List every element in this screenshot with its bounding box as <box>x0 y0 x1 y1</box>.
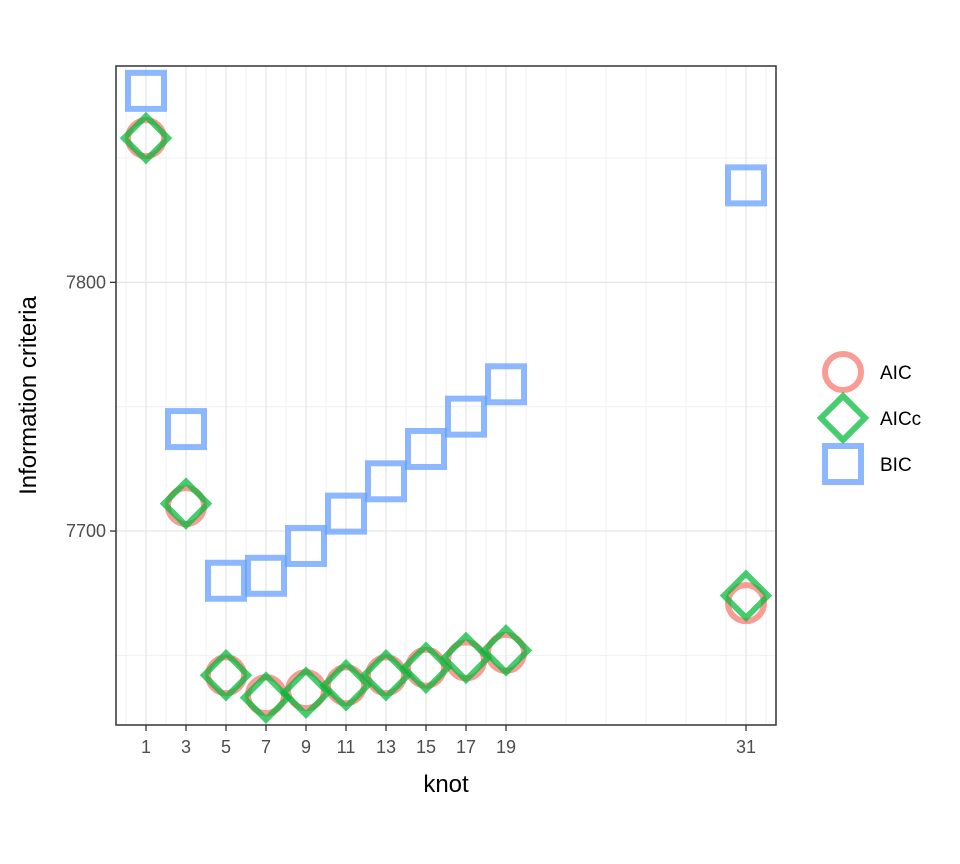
panel-border <box>115 65 777 726</box>
x-tick-label: 7 <box>261 737 271 757</box>
x-tick-label: 13 <box>376 737 396 757</box>
y-axis-title: Information criteria <box>15 295 42 494</box>
series-aicc <box>119 111 773 724</box>
x-tick-label: 5 <box>221 737 231 757</box>
bic-point <box>405 427 447 470</box>
y-tick-label: 7800 <box>66 272 106 292</box>
aicc-point <box>199 649 253 702</box>
legend-label: BIC <box>880 455 912 476</box>
x-tick-label: 31 <box>736 737 756 757</box>
x-tick-label: 19 <box>496 737 516 757</box>
bic-point <box>485 363 527 406</box>
data-points <box>119 69 773 724</box>
series-bic <box>125 69 767 602</box>
legend-key-aicc <box>816 391 870 445</box>
legend-key-aic <box>822 351 864 393</box>
aicc-point <box>239 671 293 724</box>
legend-label: AIC <box>880 363 912 384</box>
x-tick-label: 1 <box>141 737 151 757</box>
bic-point <box>205 559 247 602</box>
bic-point <box>165 408 207 451</box>
x-tick-label: 9 <box>301 737 311 757</box>
legend-label: AICc <box>880 409 921 430</box>
aicc-point <box>719 569 773 622</box>
aicc-point <box>479 624 533 677</box>
bic-point <box>725 164 767 207</box>
legend-item-bic: BIC <box>822 443 912 485</box>
legend-key-bic <box>822 443 864 485</box>
bic-point <box>445 395 487 438</box>
bic-point <box>125 69 167 112</box>
x-tick-label: 3 <box>181 737 191 757</box>
x-tick-label: 17 <box>456 737 476 757</box>
x-axis-title: knot <box>423 771 469 798</box>
aicc-point <box>399 641 453 695</box>
aicc-point <box>319 658 373 712</box>
aicc-point <box>159 477 213 530</box>
aicc-point <box>119 111 173 165</box>
legend: AIC AICc BIC <box>816 351 921 485</box>
legend-item-aicc: AICc <box>816 391 921 445</box>
bic-point <box>245 554 287 597</box>
bic-point <box>365 460 407 503</box>
grid <box>116 66 776 725</box>
y-tick-label: 7700 <box>66 521 106 541</box>
legend-item-aic: AIC <box>822 351 912 393</box>
bic-point <box>325 492 367 535</box>
x-tick-label: 11 <box>337 737 356 757</box>
x-tick-label: 15 <box>416 737 436 757</box>
bic-point <box>285 524 327 567</box>
